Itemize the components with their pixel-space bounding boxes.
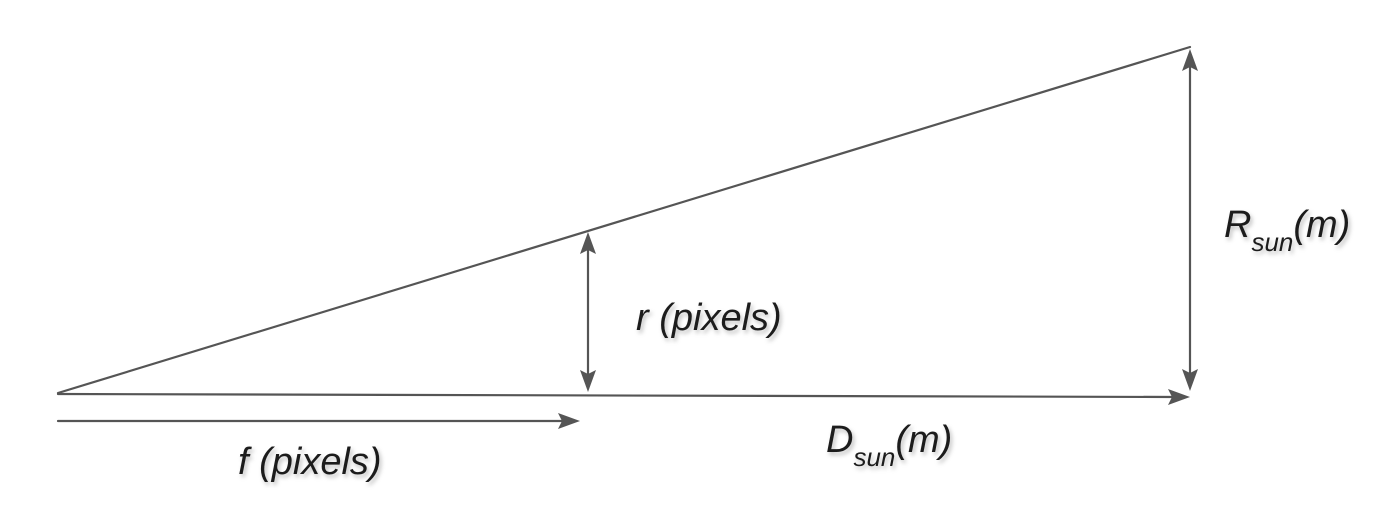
sun-radius-arrowhead-bottom — [1182, 369, 1198, 391]
sun-radius-subscript: sun — [1251, 227, 1293, 257]
image-radius-arrowhead-bottom — [580, 370, 596, 392]
sun-radius-unit: (m) — [1293, 204, 1350, 246]
sun-radius-label: Rsun(m) — [1224, 204, 1350, 257]
focal-length-arrowhead — [558, 413, 580, 429]
base-arrowhead — [1168, 389, 1190, 405]
hypotenuse-line — [56, 45, 1192, 395]
image-radius-arrowhead-top — [580, 232, 596, 254]
sun-distance-label: Dsun(m) — [826, 419, 952, 472]
sun-distance-unit: (m) — [895, 419, 952, 461]
sun-distance-symbol: D — [826, 419, 853, 461]
sun-distance-subscript: sun — [853, 442, 895, 472]
focal-length-label: f (pixels) — [238, 441, 382, 483]
base-distance-arrow-line — [56, 392, 1178, 399]
image-radius-label: r (pixels) — [636, 297, 782, 339]
sun-radius-symbol: R — [1224, 204, 1251, 246]
sun-radius-arrowhead-top — [1182, 49, 1198, 71]
